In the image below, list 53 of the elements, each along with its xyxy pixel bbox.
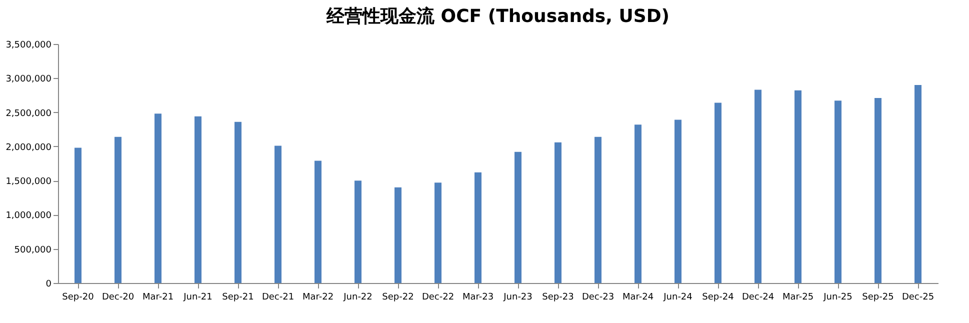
x-tick-label: Jun-23 — [502, 292, 532, 302]
y-tick-label: 1,000,000 — [6, 211, 52, 222]
bar — [714, 102, 722, 283]
bar — [634, 124, 642, 283]
x-tick-label: Dec-21 — [262, 292, 294, 302]
bar — [874, 98, 882, 283]
x-tick-label: Mar-23 — [462, 292, 494, 302]
x-tick-label: Sep-21 — [222, 292, 254, 302]
x-tick-label: Jun-25 — [822, 292, 852, 302]
bar — [914, 84, 922, 283]
y-tick-label: 3,000,000 — [6, 74, 52, 85]
bar — [594, 136, 602, 283]
x-tick-label: Mar-21 — [142, 292, 174, 302]
x-tick-label: Mar-22 — [302, 292, 334, 302]
bar — [434, 182, 442, 283]
x-tick-label: Sep-23 — [542, 292, 574, 302]
bar — [114, 136, 122, 283]
x-tick-label: Jun-21 — [182, 292, 212, 302]
bar — [354, 180, 362, 283]
x-tick-label: Dec-23 — [582, 292, 614, 302]
y-tick-label: 3,500,000 — [6, 40, 52, 50]
bar — [194, 116, 202, 283]
bar — [74, 148, 82, 283]
y-tick-label: 0 — [46, 280, 52, 290]
bar — [514, 152, 522, 283]
x-tick-label: Dec-22 — [422, 292, 454, 302]
bar — [394, 187, 402, 283]
y-tick-label: 2,500,000 — [6, 108, 52, 119]
x-tick-label: Sep-25 — [862, 292, 894, 302]
bar — [554, 142, 562, 283]
bar — [234, 122, 242, 283]
y-tick-label: 1,500,000 — [6, 177, 52, 188]
x-tick-label: Mar-25 — [782, 292, 814, 302]
x-tick-label: Dec-20 — [102, 292, 134, 302]
bar — [474, 172, 482, 283]
x-tick-label: Dec-25 — [902, 292, 934, 302]
x-tick-label: Mar-24 — [622, 292, 654, 302]
bar — [274, 146, 282, 283]
x-tick-label: Sep-22 — [382, 292, 414, 302]
y-tick-label: 2,000,000 — [6, 142, 52, 153]
x-tick-label: Sep-20 — [62, 292, 94, 302]
x-tick-label: Sep-24 — [702, 292, 734, 302]
x-tick-label: Jun-22 — [342, 292, 372, 302]
y-tick-label: 500,000 — [14, 245, 52, 256]
x-tick-label: Jun-24 — [662, 292, 693, 302]
bar — [674, 120, 682, 283]
chart-title: 经营性现金流 OCF (Thousands, USD) — [326, 6, 670, 27]
bar — [834, 100, 842, 283]
bar — [794, 90, 802, 283]
x-tick-label: Dec-24 — [742, 292, 774, 302]
bar — [754, 90, 762, 283]
bar — [154, 114, 162, 283]
bar — [314, 160, 322, 283]
